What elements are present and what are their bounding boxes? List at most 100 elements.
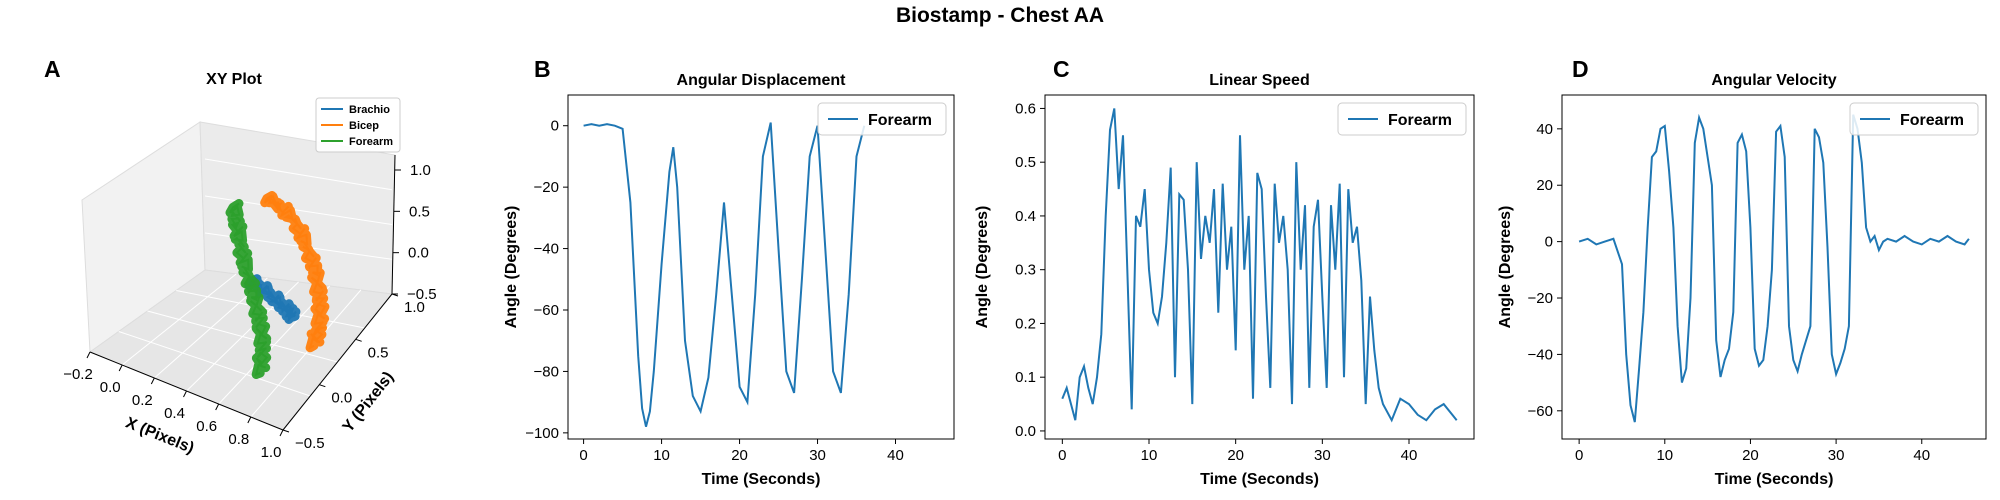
grid-line [176,290,365,329]
y-tick-label: −20 [534,179,559,196]
x-tick [150,377,155,385]
grid-line [204,158,393,191]
series-line-forearm [583,122,866,427]
legend-box [1849,102,1979,136]
legend-label: Brachio [349,104,390,116]
y-tick-label: −40 [1528,346,1553,363]
x-tick-label: 0.0 [100,379,121,396]
y-tick-label: 0 [1545,234,1553,251]
panel-d: Angular Velocity 0 10 20 30 40 40 20 0 −20 −40 −60 T… [1497,72,1987,488]
y-tick-label: 0 [551,118,559,135]
x-tick-label: 20 [1742,447,1759,464]
x-tick [215,403,220,411]
y-tick-label: 0.5 [368,344,389,361]
legend-label: Forearm [1388,112,1452,129]
x-tick [247,416,252,424]
x-tick-label: 40 [1913,447,1930,464]
panel-a: XY Plot−0.20.00.20.40.60.81.0−0.50.00.51… [63,71,436,461]
series-line-forearm [1061,108,1458,423]
x-tick-label: 1.0 [261,444,282,461]
x-axis-label: X (Pixels) [123,414,196,457]
y-axis-label: Angle (Degrees) [974,206,991,329]
x-tick-label: 10 [1141,447,1158,464]
y-tick-label: 0.6 [1015,100,1036,117]
x-tick [86,351,91,359]
chart-title: Angular Velocity [1711,72,1836,89]
panel-b: Angular Displacement 0 10 20 30 40 0 −20 −40 −60 −… [503,72,955,488]
figure-title: Biostamp - Chest AA [895,4,1105,27]
x-tick-label: −0.2 [63,366,93,383]
z-tick-label: −0.5 [407,286,437,303]
x-tick-label: 30 [1828,447,1845,464]
x-tick-label: 20 [731,447,748,464]
y-tick-label: 20 [1536,177,1553,194]
x-tick-label: 0 [579,447,587,464]
y-tick-label: 0.5 [1015,154,1036,171]
legend-box [315,97,401,153]
legend-label: Forearm [868,112,932,129]
plot-frame [1044,94,1475,440]
panel-letter-c: C [1053,56,1070,82]
legend-box [817,102,947,136]
panel-c: Linear Speed 0 10 20 30 40 0.0 0.1 0.2 0.3 0.4 0.5 0… [974,72,1475,488]
z-tick-label: 0.0 [408,245,429,262]
x-tick [279,429,284,437]
x-tick [118,364,123,372]
series-line-forearm [1578,113,1970,423]
x-tick-label: 40 [887,447,904,464]
x-tick-label: 10 [653,447,670,464]
x-axis-label: Time (Seconds) [1200,471,1319,488]
y-tick-label: 0.2 [1015,315,1036,332]
x-tick-label: 40 [1401,447,1418,464]
chart-title: Linear Speed [1209,72,1309,89]
y-tick-label: −0.5 [295,435,325,452]
legend-box [1337,102,1467,136]
y-tick-label: −80 [534,363,559,380]
x-tick-label: 10 [1656,447,1673,464]
y-tick-label: −60 [1528,403,1553,420]
y-tick [319,384,326,388]
series-trace-forearm [229,202,269,377]
y-tick-label: −20 [1528,290,1553,307]
legend-label: Bicep [349,120,379,132]
x-tick-label: 0.6 [196,418,217,435]
x-tick-label: 0 [1058,447,1066,464]
y-axis-line [282,293,393,431]
y-tick-label: 0.0 [331,390,352,407]
x-tick-label: 30 [1314,447,1331,464]
y-tick-label: −40 [534,241,559,258]
x-tick-label: 0.2 [132,392,153,409]
y-tick-label: −100 [525,425,559,442]
z-tick-label: 0.5 [409,203,430,220]
y-tick [355,338,362,342]
x-tick-label: 20 [1227,447,1244,464]
x-tick-label: 30 [809,447,826,464]
grid-line [118,331,311,397]
y-tick [282,429,290,433]
legend-label: Forearm [1900,112,1964,129]
panel-letter-a: A [44,56,61,82]
y-axis-label: Angle (Degrees) [503,206,520,329]
z-tick-label: 1.0 [410,162,431,179]
legend-label: Forearm [349,136,393,148]
panel-letter-d: D [1572,56,1589,82]
plot-frame [567,94,955,440]
x-axis-label: Time (Seconds) [702,471,821,488]
grid-line [147,310,338,363]
x-axis-label: Time (Seconds) [1715,471,1834,488]
z-axis-line [391,154,396,295]
y-tick-label: −60 [534,302,559,319]
series-trace-bicep [263,194,327,350]
y-tick-label: 0.3 [1015,262,1036,279]
y-tick-label: 40 [1536,121,1553,138]
y-tick-label: 1.0 [404,299,425,316]
x-tick-label: 0 [1575,447,1583,464]
y-tick-label: 0.1 [1015,369,1036,386]
y-tick-label: 0.4 [1015,208,1036,225]
plot-frame [1561,94,1987,440]
x-tick-label: 0.8 [228,431,249,448]
chart-title: Angular Displacement [677,72,847,89]
x-tick-label: 0.4 [164,405,185,422]
